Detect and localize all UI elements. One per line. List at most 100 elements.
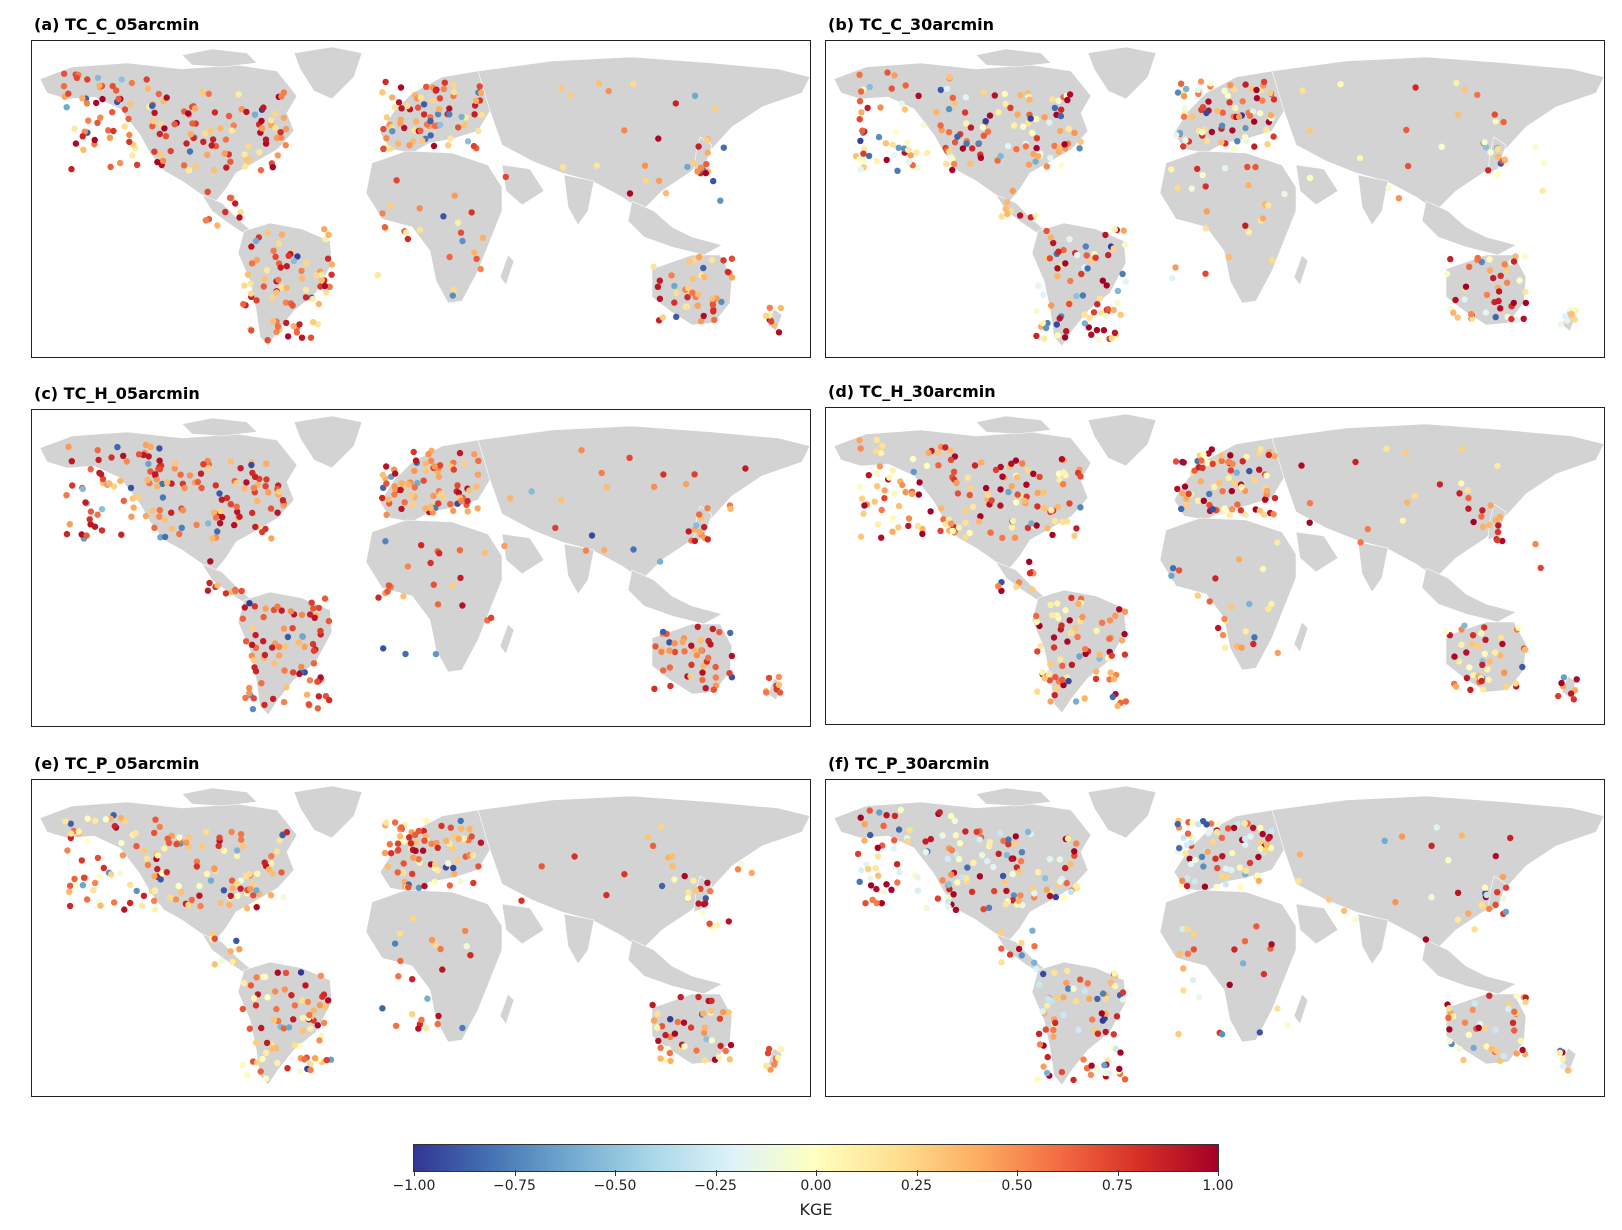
station-point bbox=[939, 832, 946, 839]
station-point bbox=[1221, 165, 1229, 172]
station-point bbox=[250, 892, 257, 899]
land-shape bbox=[1087, 785, 1157, 839]
station-point bbox=[891, 837, 898, 844]
station-point bbox=[980, 88, 987, 96]
station-point bbox=[1030, 470, 1037, 477]
station-point bbox=[1487, 502, 1494, 509]
station-point bbox=[450, 864, 457, 872]
station-point bbox=[907, 152, 914, 159]
station-point bbox=[709, 301, 717, 308]
station-point bbox=[423, 83, 430, 90]
station-point bbox=[220, 887, 228, 894]
station-point bbox=[1066, 300, 1073, 308]
station-point bbox=[967, 124, 975, 131]
station-point bbox=[667, 682, 674, 690]
colorbar-tick bbox=[615, 1170, 616, 1176]
station-point bbox=[1121, 241, 1129, 248]
land-shape bbox=[293, 46, 363, 100]
station-point bbox=[247, 290, 255, 297]
station-point bbox=[694, 623, 701, 630]
station-point bbox=[601, 546, 608, 554]
station-point bbox=[237, 885, 244, 892]
station-point bbox=[1187, 860, 1195, 868]
station-point bbox=[1180, 965, 1187, 972]
station-point bbox=[686, 258, 693, 265]
station-point bbox=[1226, 99, 1233, 106]
station-point bbox=[233, 852, 241, 860]
station-point bbox=[658, 648, 665, 656]
station-point bbox=[1195, 86, 1202, 94]
station-point bbox=[710, 686, 717, 693]
station-point bbox=[1051, 517, 1058, 524]
station-point bbox=[1254, 872, 1261, 879]
station-point bbox=[421, 837, 428, 844]
station-point bbox=[1340, 907, 1348, 914]
station-point bbox=[204, 188, 211, 195]
station-point bbox=[1176, 950, 1183, 958]
station-point bbox=[1478, 513, 1485, 520]
station-point bbox=[856, 437, 863, 444]
station-point bbox=[229, 884, 236, 892]
station-point bbox=[264, 337, 271, 344]
station-point bbox=[765, 674, 773, 682]
station-point bbox=[707, 888, 714, 895]
station-point bbox=[712, 674, 719, 681]
station-point bbox=[84, 815, 91, 822]
station-point bbox=[726, 670, 733, 677]
station-point bbox=[1183, 502, 1190, 509]
station-point bbox=[1255, 877, 1263, 885]
station-point bbox=[763, 1062, 770, 1070]
station-point bbox=[94, 511, 101, 518]
station-point bbox=[1082, 650, 1089, 657]
station-point bbox=[938, 505, 945, 512]
colorbar-tick-label: 1.00 bbox=[1202, 1178, 1234, 1194]
station-point bbox=[1539, 187, 1546, 195]
station-point bbox=[205, 464, 212, 472]
station-point bbox=[464, 138, 472, 145]
station-point bbox=[856, 156, 863, 163]
station-point bbox=[1049, 96, 1056, 103]
station-point bbox=[79, 133, 86, 140]
station-point bbox=[673, 289, 680, 296]
station-point bbox=[861, 145, 868, 152]
station-point bbox=[208, 142, 215, 149]
station-point bbox=[303, 691, 311, 698]
station-point bbox=[228, 127, 236, 134]
station-point bbox=[890, 845, 897, 852]
station-point bbox=[234, 508, 241, 515]
station-point bbox=[1072, 997, 1079, 1005]
station-point bbox=[998, 213, 1005, 220]
station-point bbox=[107, 163, 114, 171]
station-point bbox=[1063, 979, 1070, 987]
station-point bbox=[1057, 127, 1064, 135]
station-point bbox=[1260, 511, 1268, 518]
station-point bbox=[699, 669, 706, 676]
station-point bbox=[876, 463, 884, 470]
station-point bbox=[1033, 522, 1040, 529]
station-point bbox=[955, 856, 963, 863]
station-point bbox=[384, 863, 392, 870]
station-point bbox=[200, 461, 207, 468]
station-point bbox=[1013, 146, 1020, 153]
station-point bbox=[709, 625, 716, 633]
station-point bbox=[148, 102, 156, 110]
station-point bbox=[164, 835, 171, 842]
station-point bbox=[150, 117, 157, 125]
station-point bbox=[1218, 452, 1225, 459]
station-point bbox=[1060, 895, 1068, 902]
station-point bbox=[1454, 889, 1462, 896]
station-point bbox=[1183, 841, 1191, 849]
station-point bbox=[708, 256, 716, 263]
station-point bbox=[1011, 534, 1019, 541]
station-point bbox=[936, 809, 943, 816]
station-point bbox=[674, 1018, 681, 1026]
station-point bbox=[252, 631, 259, 639]
station-point bbox=[1298, 462, 1305, 469]
station-point bbox=[1502, 908, 1510, 915]
station-point bbox=[1482, 636, 1489, 643]
station-point bbox=[1268, 827, 1275, 835]
station-point bbox=[214, 528, 221, 535]
station-point bbox=[280, 1025, 288, 1032]
station-point bbox=[282, 969, 290, 977]
station-point bbox=[1199, 818, 1207, 825]
